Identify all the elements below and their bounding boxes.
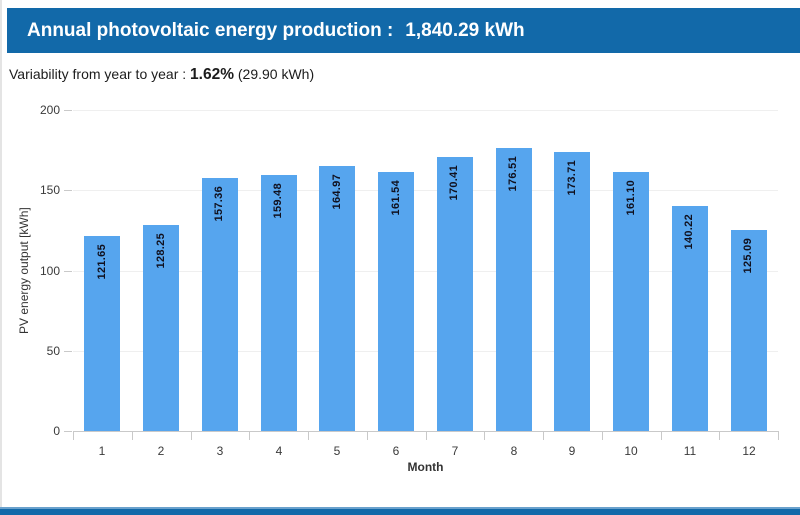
bar-value-label: 125.09 <box>742 238 754 274</box>
x-axis-tick <box>426 431 427 440</box>
x-axis-tick <box>543 431 544 440</box>
bar-value-label: 121.65 <box>96 244 108 280</box>
bar-month-4 <box>261 175 297 431</box>
x-tick-label: 7 <box>451 444 459 458</box>
bar-month-10 <box>613 172 649 431</box>
x-axis-tick <box>719 431 720 440</box>
gridline <box>73 190 778 191</box>
x-tick-label: 9 <box>568 444 576 458</box>
x-axis-line <box>73 431 778 432</box>
gridline <box>73 351 778 352</box>
bar-value-label: 140.22 <box>683 214 695 250</box>
bar-value-label: 173.71 <box>566 160 578 196</box>
page-title: Annual photovoltaic energy production : <box>27 20 394 41</box>
y-axis-tick <box>64 351 72 352</box>
x-axis-tick <box>484 431 485 440</box>
x-tick-label: 10 <box>624 444 638 458</box>
x-axis-tick <box>73 431 74 440</box>
x-axis-title: Month <box>407 460 444 474</box>
bar-value-label: 161.10 <box>625 180 637 216</box>
y-tick-label: 100 <box>39 264 60 278</box>
y-tick-label: 50 <box>46 344 60 358</box>
annual-production-value: 1,840.29 kWh <box>405 20 525 41</box>
footer-bar <box>0 507 800 515</box>
variability-line: Variability from year to year : 1.62% (2… <box>9 66 314 84</box>
x-tick-label: 5 <box>333 444 341 458</box>
x-axis-tick <box>602 431 603 440</box>
x-axis-tick <box>367 431 368 440</box>
variability-value: 1.62% <box>190 66 234 83</box>
y-tick-label: 0 <box>53 424 60 438</box>
bar-value-label: 164.97 <box>331 174 343 210</box>
bar-month-11 <box>672 206 708 431</box>
x-axis-tick <box>132 431 133 440</box>
y-tick-label: 150 <box>39 183 60 197</box>
bar-month-5 <box>319 166 355 431</box>
y-axis-tick <box>64 110 72 111</box>
page-left-edge <box>0 0 2 515</box>
x-tick-label: 11 <box>683 444 697 458</box>
x-tick-label: 4 <box>275 444 283 458</box>
x-axis-tick <box>778 431 779 440</box>
x-axis-tick <box>191 431 192 440</box>
bar-month-3 <box>202 178 238 431</box>
x-axis-tick <box>249 431 250 440</box>
y-axis-tick <box>64 271 72 272</box>
bar-month-6 <box>378 172 414 431</box>
bar-value-label: 161.54 <box>390 180 402 216</box>
bar-value-label: 128.25 <box>155 233 167 269</box>
x-tick-label: 12 <box>742 444 756 458</box>
variability-detail: (29.90 kWh) <box>237 66 315 82</box>
header-bar: Annual photovoltaic energy production : 1… <box>7 8 800 53</box>
bar-month-8 <box>496 148 532 431</box>
gridline <box>73 110 778 111</box>
x-tick-label: 2 <box>157 444 165 458</box>
bar-month-2 <box>143 225 179 431</box>
bar-month-1 <box>84 236 120 431</box>
x-tick-label: 8 <box>510 444 518 458</box>
x-axis-tick <box>661 431 662 440</box>
y-tick-label: 200 <box>39 103 60 117</box>
bar-month-7 <box>437 157 473 431</box>
variability-label: Variability from year to year : <box>9 66 187 82</box>
x-axis-tick <box>308 431 309 440</box>
gridline <box>73 271 778 272</box>
x-tick-label: 6 <box>392 444 400 458</box>
bar-month-12 <box>731 230 767 431</box>
bar-value-label: 170.41 <box>448 165 460 201</box>
bar-value-label: 176.51 <box>507 156 519 192</box>
y-axis-tick <box>64 190 72 191</box>
y-axis-tick <box>64 431 72 432</box>
bar-month-9 <box>554 152 590 431</box>
bar-value-label: 159.48 <box>272 183 284 219</box>
bar-value-label: 157.36 <box>213 186 225 222</box>
x-tick-label: 3 <box>216 444 224 458</box>
x-tick-label: 1 <box>98 444 106 458</box>
